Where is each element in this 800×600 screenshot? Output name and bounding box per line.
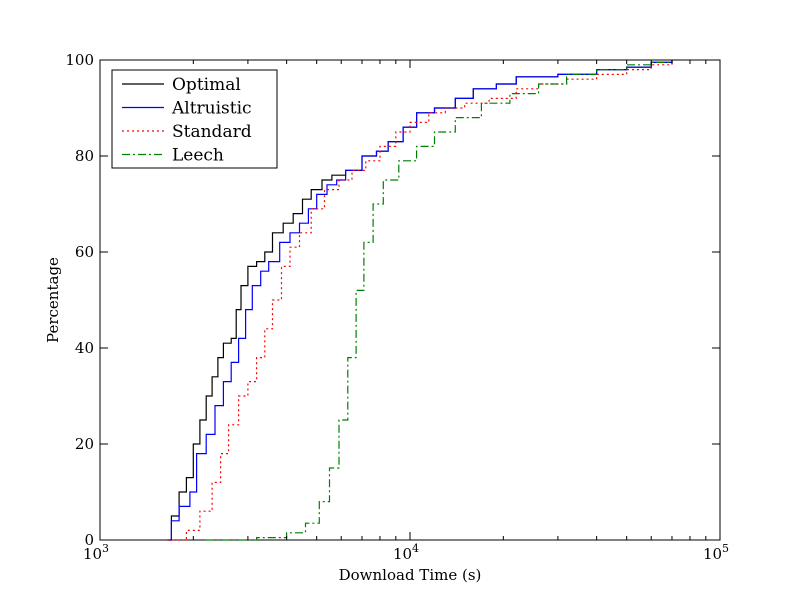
series-line-altruistic <box>167 60 673 541</box>
x-tick-label-exponent: 5 <box>722 542 729 555</box>
x-tick-label-base: 10 <box>83 545 102 563</box>
legend-box <box>111 69 278 169</box>
x-tick-label-exponent: 3 <box>102 542 109 555</box>
x-tick-label-base: 10 <box>393 545 412 563</box>
legend-label-optimal: Optimal <box>172 75 241 95</box>
y-tick-label: 100 <box>65 51 94 69</box>
series-line-standard <box>167 60 673 541</box>
y-tick-label: 80 <box>75 147 94 165</box>
x-tick-label: 103 <box>83 542 109 563</box>
x-axis-label: Download Time (s) <box>339 566 482 584</box>
legend: Optimal Altruistic Standard Leech <box>111 69 278 169</box>
x-tick-label: 104 <box>393 542 419 563</box>
series-line-leech <box>206 60 673 541</box>
y-tick-label: 40 <box>75 339 94 357</box>
y-axis-label: Percentage <box>44 257 62 343</box>
x-tick-label: 105 <box>703 542 729 563</box>
legend-label-leech: Leech <box>172 146 224 166</box>
y-tick-label: 0 <box>84 531 94 549</box>
x-tick-label-base: 10 <box>703 545 722 563</box>
legend-label-standard: Standard <box>172 122 252 142</box>
legend-label-altruistic: Altruistic <box>171 99 252 119</box>
series-layer <box>167 60 673 541</box>
y-tick-label: 20 <box>75 435 94 453</box>
x-tick-label-exponent: 4 <box>412 542 419 555</box>
y-tick-label: 60 <box>75 243 94 261</box>
